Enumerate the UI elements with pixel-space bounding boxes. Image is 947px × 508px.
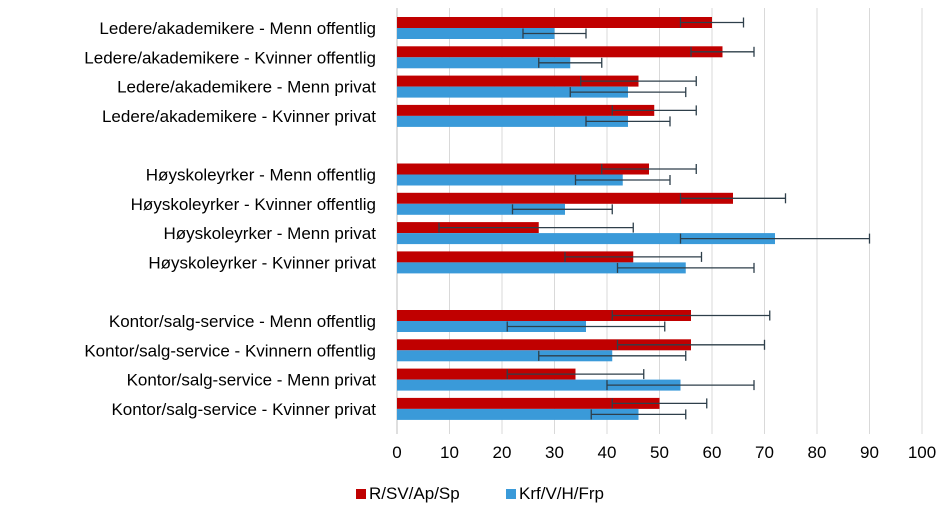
category-label: Kontor/salg-service - Menn privat <box>127 371 377 390</box>
bar-r-sv-ap-sp <box>397 104 655 116</box>
x-tick-label: 30 <box>545 443 564 462</box>
legend-swatch-krf-v-h-frp <box>506 489 516 499</box>
category-label: Kontor/salg-service - Kvinner privat <box>111 400 376 419</box>
category-labels: Ledere/akademikere - Menn offentlig Leder… <box>84 19 376 419</box>
x-tick-labels: 0 10 20 30 40 50 60 70 80 90 100 <box>392 443 936 462</box>
x-tick-label: 80 <box>808 443 827 462</box>
category-label: Høyskoleyrker - Kvinner offentlig <box>131 195 376 214</box>
category-label: Høyskoleyrker - Menn privat <box>163 224 376 243</box>
bar-r-sv-ap-sp <box>397 368 576 380</box>
category-label: Ledere/akademikere - Kvinner offentlig <box>84 48 376 67</box>
x-tick-label: 10 <box>440 443 459 462</box>
legend-label-krf-v-h-frp: Krf/V/H/Frp <box>519 484 604 503</box>
bar-krf-v-h-frp <box>397 174 623 186</box>
bar-krf-v-h-frp <box>397 28 555 39</box>
bar-r-sv-ap-sp <box>397 339 691 351</box>
x-tick-label: 100 <box>908 443 936 462</box>
bar-krf-v-h-frp <box>397 203 565 215</box>
bars <box>397 17 775 420</box>
error-bars <box>438 17 871 420</box>
category-label: Kontor/salg-service - Kvinnern offentlig <box>84 341 376 360</box>
legend: R/SV/Ap/Sp Krf/V/H/Frp <box>356 484 604 503</box>
bar-krf-v-h-frp <box>397 233 775 245</box>
bar-krf-v-h-frp <box>397 262 686 274</box>
x-tick-label: 20 <box>493 443 512 462</box>
bar-r-sv-ap-sp <box>397 17 712 28</box>
category-label: Ledere/akademikere - Menn offentlig <box>99 19 376 38</box>
category-label: Ledere/akademikere - Menn privat <box>117 78 376 97</box>
x-tick-label: 90 <box>860 443 879 462</box>
x-tick-label: 60 <box>703 443 722 462</box>
category-label: Høyskoleyrker - Menn offentlig <box>146 166 376 185</box>
bar-r-sv-ap-sp <box>397 251 634 263</box>
bar-r-sv-ap-sp <box>397 163 649 175</box>
bar-r-sv-ap-sp <box>397 310 691 321</box>
bar-krf-v-h-frp <box>397 86 628 98</box>
category-label: Høyskoleyrker - Kvinner privat <box>148 253 376 272</box>
x-tick-label: 40 <box>598 443 617 462</box>
bar-r-sv-ap-sp <box>397 397 660 409</box>
bar-r-sv-ap-sp <box>397 75 639 87</box>
category-label: Kontor/salg-service - Menn offentlig <box>109 312 376 331</box>
bar-krf-v-h-frp <box>397 321 586 332</box>
x-tick-label: 0 <box>392 443 401 462</box>
bar-r-sv-ap-sp <box>397 46 723 58</box>
bar-krf-v-h-frp <box>397 408 639 420</box>
bar-krf-v-h-frp <box>397 350 613 362</box>
bar-r-sv-ap-sp <box>397 192 733 204</box>
category-label: Ledere/akademikere - Kvinner privat <box>102 107 376 126</box>
legend-swatch-r-sv-ap-sp <box>356 489 366 499</box>
x-tick-label: 70 <box>755 443 774 462</box>
bar-krf-v-h-frp <box>397 115 628 127</box>
x-tick-label: 50 <box>650 443 669 462</box>
bar-krf-v-h-frp <box>397 57 571 69</box>
bar-krf-v-h-frp <box>397 379 681 391</box>
legend-label-r-sv-ap-sp: R/SV/Ap/Sp <box>369 484 460 503</box>
